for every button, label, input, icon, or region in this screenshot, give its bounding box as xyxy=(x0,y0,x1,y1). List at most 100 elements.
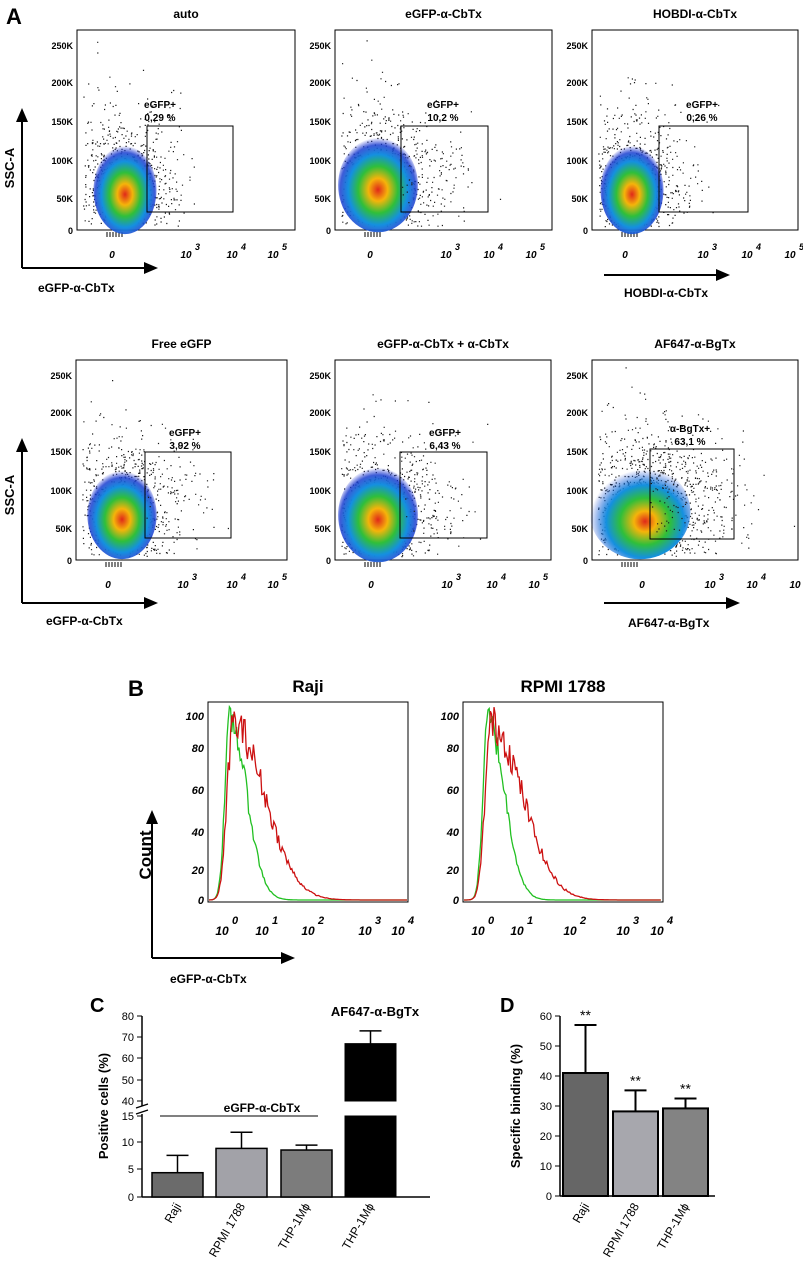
plot-title: HOBDI-α-CbTx xyxy=(653,7,737,21)
density-core xyxy=(93,145,157,235)
significance-annotation: ** xyxy=(580,1007,591,1023)
y-axis-label: Specific binding (%) xyxy=(508,1044,523,1168)
category-label: RPMI 1788 xyxy=(206,1200,248,1259)
x-tick-exponent: 3 xyxy=(719,572,724,582)
y-tick-label: 250K xyxy=(51,41,73,51)
x-tick-label: 10 xyxy=(177,580,189,591)
y-tick-label: 5 xyxy=(128,1164,134,1176)
plot-title: Free eGFP xyxy=(151,337,211,351)
y-tick-label: 100K xyxy=(309,156,331,166)
gate-label: eGFP+ xyxy=(144,100,176,111)
x-tick-exponent: 3 xyxy=(455,242,460,252)
x-tick-exponent: 4 xyxy=(497,242,503,252)
y-tick-label: 200K xyxy=(566,78,588,88)
x-tick-label: 10 xyxy=(255,924,269,938)
y-tick-label: 50K xyxy=(571,524,588,534)
y-tick-label: 100 xyxy=(441,711,460,723)
plot-title: eGFP-α-CbTx + α-CbTx xyxy=(377,337,509,351)
x-tick-exponent: 4 xyxy=(755,242,761,252)
x-tick-label: 10 xyxy=(391,924,405,938)
y-tick-label: 30 xyxy=(540,1101,552,1113)
arrow-head xyxy=(146,810,158,824)
plot-title: AF647-α-BgTx xyxy=(654,337,736,351)
x-tick-exponent: 3 xyxy=(192,572,197,582)
y-tick-label: 250K xyxy=(566,41,588,51)
y-axis-label-count: Count xyxy=(136,830,155,879)
category-label: Raji xyxy=(162,1201,184,1226)
x-tick-exponent: 0 xyxy=(488,915,495,927)
arrow-head xyxy=(144,262,158,274)
y-tick-label: 100K xyxy=(51,156,73,166)
y-tick-label: 0 xyxy=(198,895,205,907)
gate-percentage: 63,1 % xyxy=(674,437,705,448)
group-label: eGFP-α-CbTx xyxy=(224,1101,301,1115)
panel-label-a: A xyxy=(6,4,22,29)
y-tick-label: 250K xyxy=(50,371,72,381)
x-tick-label: 10 xyxy=(563,924,577,938)
gate-box xyxy=(146,125,234,213)
x-tick-exponent: 3 xyxy=(195,242,200,252)
x-tick-label: 10 xyxy=(616,924,630,938)
panel-label-b: B xyxy=(128,676,144,701)
x-tick-label: 10 xyxy=(784,250,796,261)
x-tick-label: 0 xyxy=(367,250,373,261)
arrow-head xyxy=(281,952,295,964)
x-tick-label: 10 xyxy=(697,250,709,261)
x-tick-label: 10 xyxy=(267,250,279,261)
y-tick-label: 40 xyxy=(540,1071,552,1083)
category-label: Raji xyxy=(570,1201,592,1226)
histogram-title: RPMI 1788 xyxy=(520,677,605,696)
y-tick-label: 0 xyxy=(453,895,460,907)
y-tick-label: 0 xyxy=(326,226,331,236)
y-tick-label: 60 xyxy=(122,1053,134,1065)
y-tick-label: 60 xyxy=(192,785,205,797)
y-tick-label: 50K xyxy=(314,194,331,204)
y-tick-label: 150K xyxy=(309,117,331,127)
x-tick-label: 10 xyxy=(267,580,279,591)
y-tick-label: 10 xyxy=(122,1137,134,1149)
arrow-head xyxy=(16,438,28,452)
x-tick-exponent: 5 xyxy=(540,242,546,252)
y-tick-label: 15 xyxy=(122,1111,134,1123)
x-axis-label-a2: HOBDI-α-CbTx xyxy=(624,286,708,300)
x-tick-label: 10 xyxy=(215,924,229,938)
flow-plot: eGFP-α-CbTx + α-CbTx 250K 200K 150K 100K 50K 0… xyxy=(309,337,552,591)
histogram-title: Raji xyxy=(292,677,323,696)
y-tick-label: 60 xyxy=(447,785,460,797)
panel-label-d: D xyxy=(500,995,514,1017)
y-tick-label: 100K xyxy=(309,486,331,496)
gate-label: eGFP+ xyxy=(686,100,718,111)
y-tick-label: 60 xyxy=(540,1011,552,1023)
x-tick-exponent: 3 xyxy=(712,242,717,252)
x-tick-label: 10 xyxy=(704,580,716,591)
y-tick-label: 20 xyxy=(191,865,205,877)
bar xyxy=(280,1149,333,1198)
y-tick-label: 100K xyxy=(566,486,588,496)
x-tick-exponent: 0 xyxy=(232,915,239,927)
x-tick-label: 10 xyxy=(471,924,485,938)
y-tick-label: 100K xyxy=(50,486,72,496)
y-tick-label: 80 xyxy=(122,1011,134,1023)
y-tick-label: 150K xyxy=(309,447,331,457)
x-tick-label: 10 xyxy=(528,580,540,591)
y-tick-label: 50 xyxy=(540,1041,552,1053)
x-tick-label: 10 xyxy=(741,250,753,261)
y-axis-label-ssc-top: SSC-A xyxy=(2,147,17,188)
y-tick-label: 50 xyxy=(122,1075,134,1087)
y-tick-label: 150K xyxy=(566,447,588,457)
x-tick-label: 10 xyxy=(746,580,758,591)
x-tick-exponent: 5 xyxy=(282,242,288,252)
plot-title: eGFP-α-CbTx xyxy=(405,7,482,21)
x-tick-exponent: 2 xyxy=(317,915,324,927)
x-tick-label: 0 xyxy=(622,250,628,261)
y-tick-label: 200K xyxy=(309,408,331,418)
x-tick-label: 0 xyxy=(639,580,645,591)
y-tick-label: 100K xyxy=(566,156,588,166)
gate-percentage: 0,29 % xyxy=(144,113,175,124)
